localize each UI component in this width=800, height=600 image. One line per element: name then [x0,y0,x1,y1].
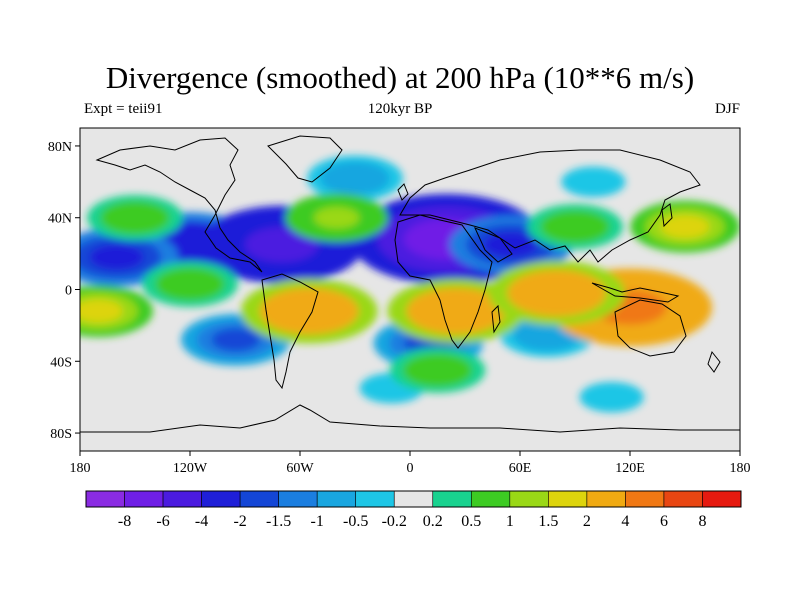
map-title: Divergence (smoothed) at 200 hPa (10**6 … [105,60,695,95]
coast-antarctica [80,404,740,433]
colorbar-label: 8 [698,513,706,530]
divergence-blob [313,206,360,229]
colorbar-label: 4 [621,513,629,530]
divergence-blob [526,324,569,345]
lat-tick-label: 80N [48,140,72,155]
divergence-blob [80,299,123,323]
coast-africa [394,214,493,349]
divergence-blob [211,328,261,352]
lon-tick-label: 60E [509,461,532,476]
coast-australia [614,299,687,357]
colorbar-label: -2 [233,513,246,530]
coast-north-america [95,137,263,273]
lon-tick-label: 120E [615,461,645,476]
lat-tick-label: 40N [48,212,72,227]
season-label: DJF [714,101,740,117]
colorbar-swatch [85,490,125,508]
divergence-blob [591,387,632,407]
colorbar-frame [85,490,742,508]
divergence-blob [168,274,212,295]
divergence-blob [416,360,459,381]
lat-tick-label: 80S [50,427,72,442]
divergence-blob [573,172,614,192]
lat-tick-label: 40S [50,355,72,370]
colorbar-swatch [702,490,742,508]
coast-indonesia [591,282,680,303]
colorbar-label: -0.5 [343,513,368,530]
colorbar-label: 6 [660,513,668,530]
divergence-blob [333,168,377,189]
colorbar-swatch [201,490,241,508]
colorbar-label: -1 [311,513,324,530]
divergence-blob [526,278,588,308]
colorbar-swatch [509,490,549,508]
colorbar-swatch [470,490,511,508]
experiment-label: Expt = teii91 [84,101,163,117]
divergence-blob [245,227,319,262]
coast-arabia [474,227,513,263]
map-field [80,128,740,451]
colorbar-swatch [124,490,164,508]
coast-greenland [267,135,343,183]
divergence-blob [553,216,597,237]
lon-tick-label: 120W [173,461,208,476]
lon-tick-label: 60W [286,461,314,476]
divergence-blob [278,296,340,326]
colorbar-swatch [663,490,703,508]
colorbar-swatch [586,490,626,508]
colorbar: -8 -6 -4 -2 -1.5 -1 -0.5 -0.2 0.2 0.5 1 1.5 2 4 6 8 [85,490,742,530]
coast-south-america [261,273,319,390]
coast-japan [661,203,673,228]
colorbar-swatch [239,490,279,508]
colorbar-label: 1.5 [538,513,558,530]
coastlines [80,135,740,433]
colorbar-label: 1 [506,513,514,530]
colorbar-swatch [393,490,434,508]
colorbar-label: -1.5 [266,513,291,530]
lon-tick-label: 180 [70,461,91,476]
lat-tick-label: 0 [65,284,72,299]
divergence-blob [660,215,710,239]
colorbar-label: 2 [583,513,591,530]
period-label: 120kyr BP [367,101,433,117]
colorbar-swatch [432,490,472,508]
divergence-blob [425,296,487,326]
colorbar-swatch [316,490,357,508]
lon-tick-label: 180 [730,461,751,476]
colorbar-swatch [548,490,588,508]
colorbar-label: -0.2 [382,513,407,530]
coast-new-zealand [707,350,721,373]
colorbar-label: -4 [195,513,208,530]
colorbar-swatch [625,490,665,508]
colorbar-swatch [278,490,318,508]
divergence-blob [113,207,157,228]
colorbar-label: 0.5 [461,513,481,530]
coast-british-isles [397,183,409,201]
divergence-blob [89,244,145,271]
colorbar-swatch [162,490,202,508]
colorbar-label: 0.2 [423,513,443,530]
colorbar-label: -6 [156,513,169,530]
coast-madagascar [491,304,501,334]
colorbar-label: -8 [118,513,131,530]
colorbar-swatch [355,490,395,508]
lon-tick-label: 0 [407,461,414,476]
axis-ticks: 80N 40N 0 40S 80S 180 120W 60W 0 60E 120E 180 [48,140,751,476]
divergence-contours [80,155,740,413]
